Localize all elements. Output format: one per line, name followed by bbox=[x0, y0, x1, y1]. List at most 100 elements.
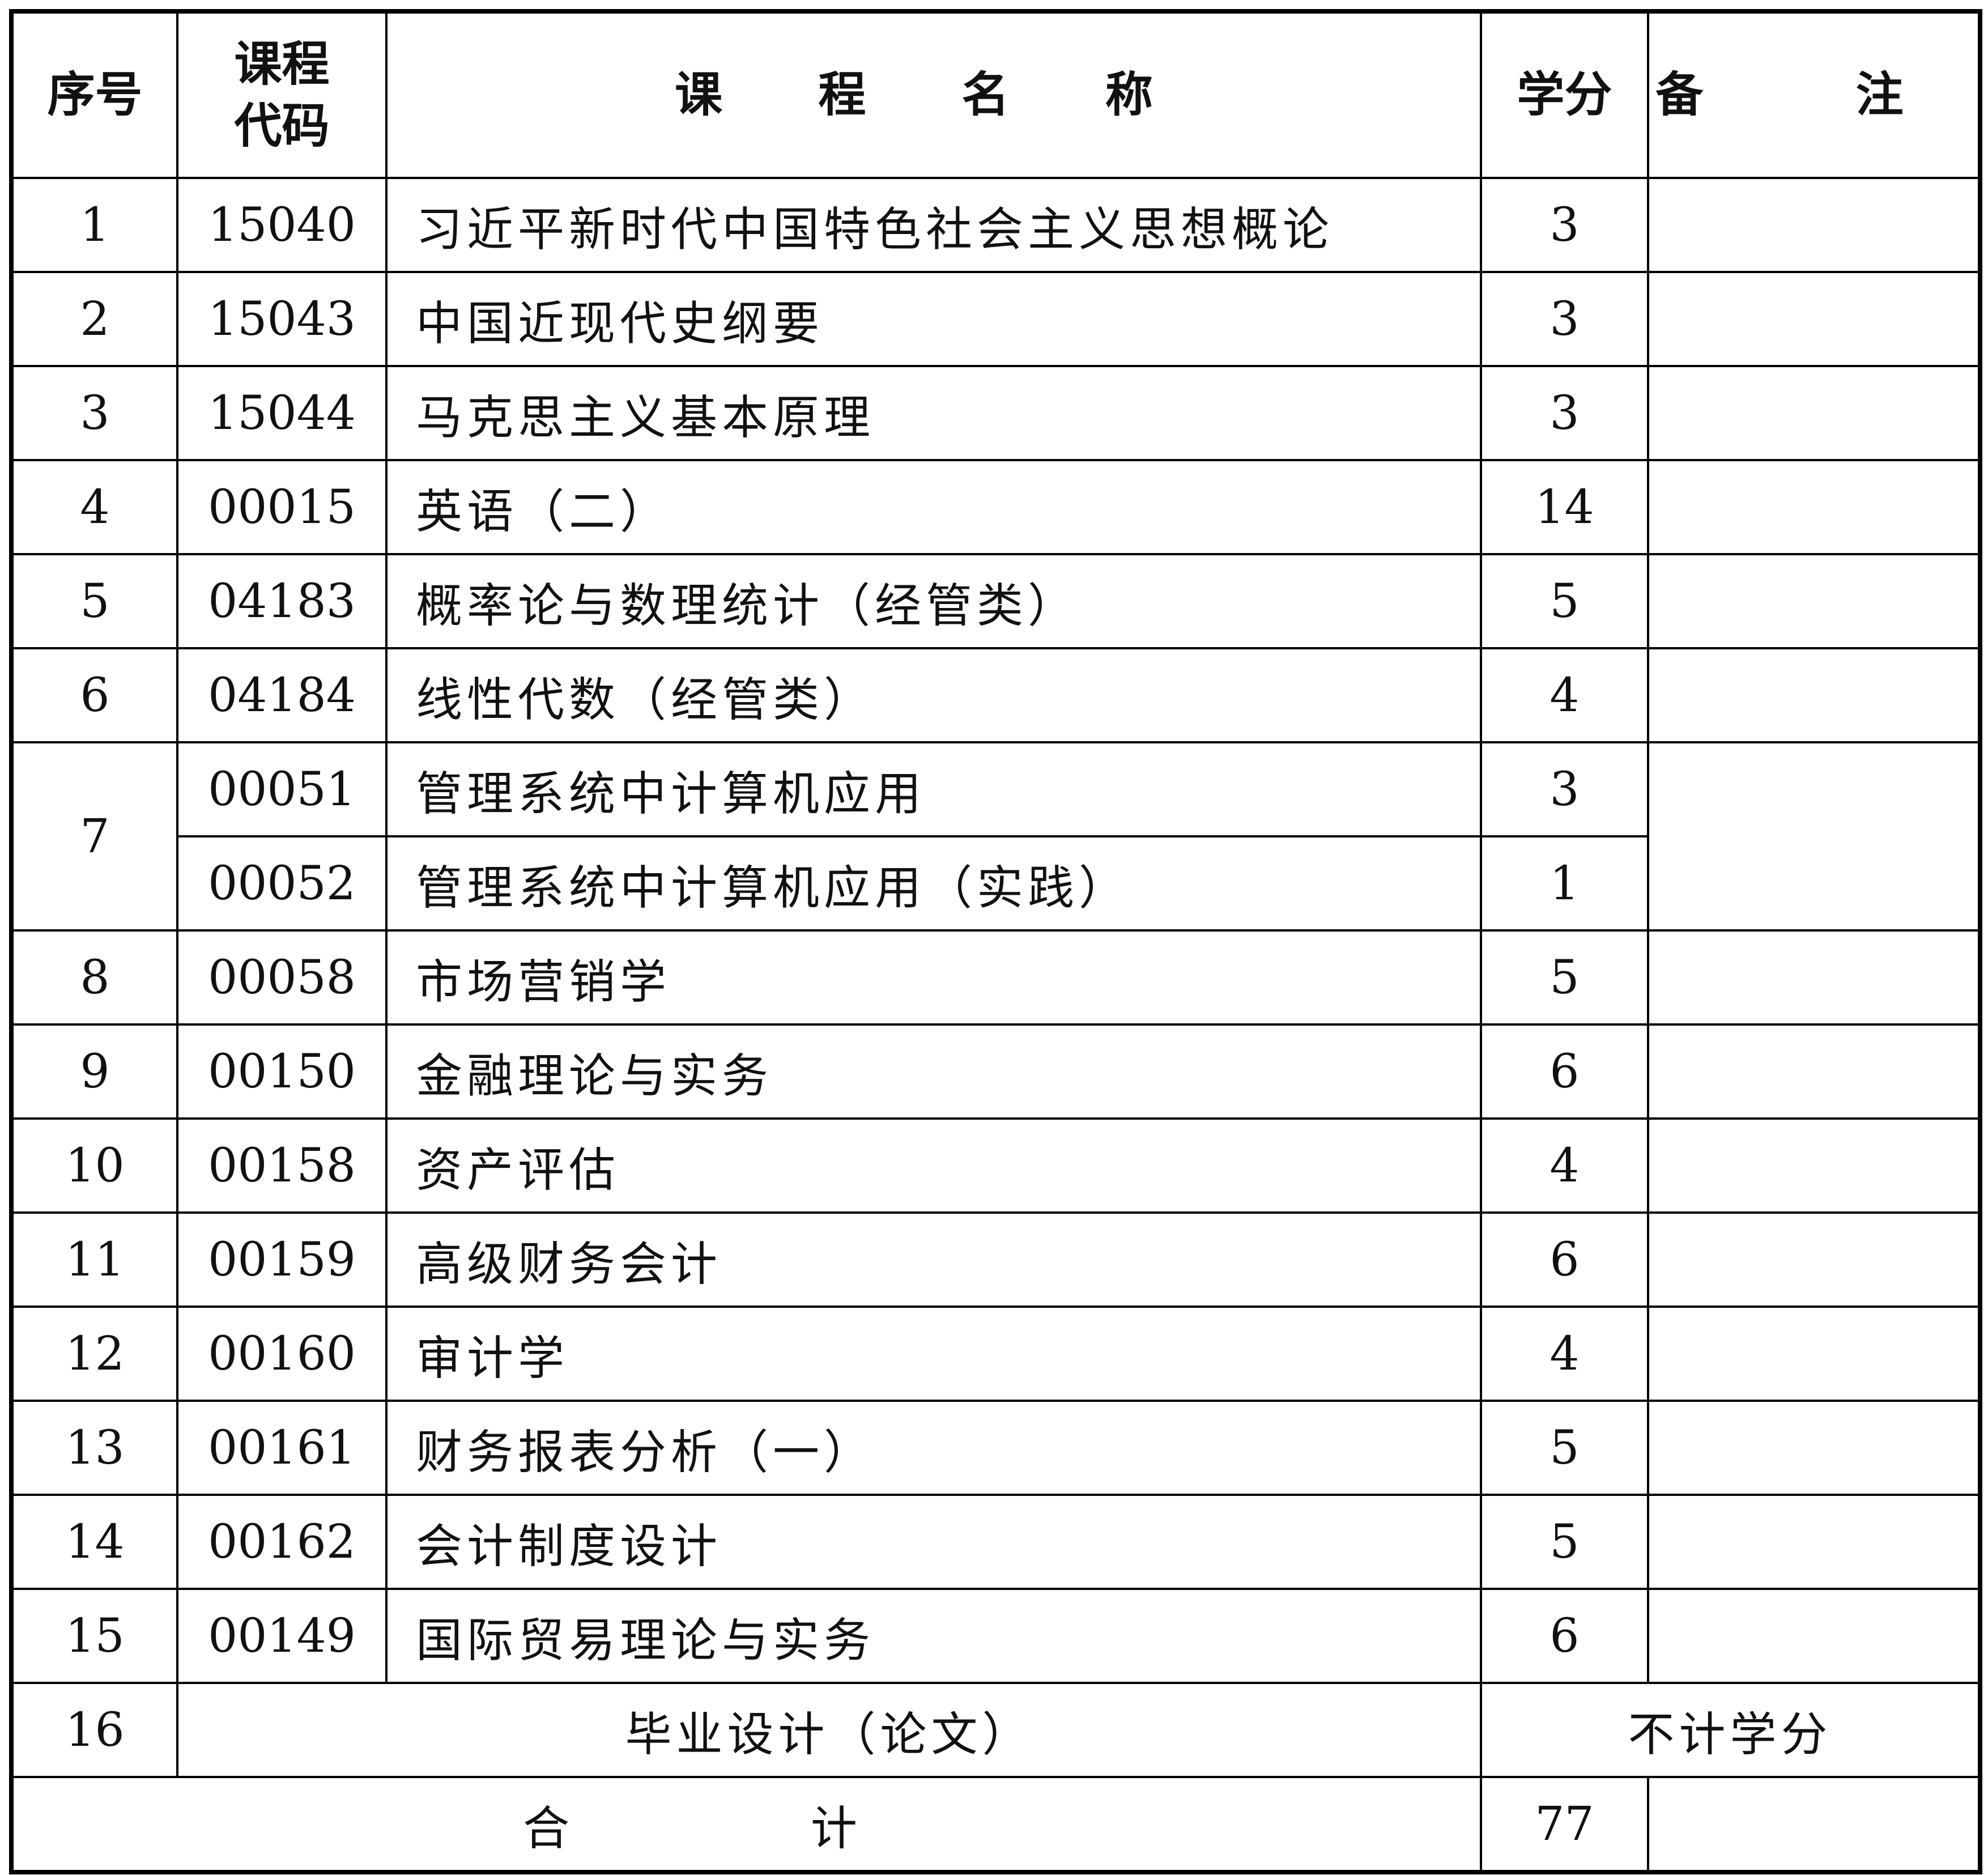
remark-cell bbox=[1647, 271, 1981, 367]
seq-cell: 1 bbox=[10, 177, 178, 273]
code-cell: 04183 bbox=[176, 553, 388, 649]
header-remark: 备 注 bbox=[1647, 10, 1981, 179]
table-row: 3 15044 马克思主义基本原理 3 bbox=[10, 365, 1981, 461]
table-row: 2 15043 中国近现代史纲要 3 bbox=[10, 271, 1981, 367]
seq-cell: 4 bbox=[10, 459, 178, 555]
seq-cell: 14 bbox=[10, 1494, 178, 1590]
credit-cell: 6 bbox=[1480, 1023, 1649, 1120]
seq-cell: 6 bbox=[10, 647, 178, 743]
credit-cell: 5 bbox=[1480, 553, 1649, 649]
code-cell: 00051 bbox=[176, 741, 388, 837]
credit-cell: 5 bbox=[1480, 929, 1649, 1026]
code-cell: 00150 bbox=[176, 1023, 388, 1120]
code-cell: 00149 bbox=[176, 1588, 388, 1684]
seq-cell: 2 bbox=[10, 271, 178, 367]
seq-cell: 12 bbox=[10, 1306, 178, 1402]
course-name-cell: 市场营销学 bbox=[385, 929, 1482, 1026]
seq-cell: 9 bbox=[10, 1023, 178, 1120]
credit-cell: 5 bbox=[1480, 1494, 1649, 1590]
code-cell: 04184 bbox=[176, 647, 388, 743]
credit-cell: 3 bbox=[1480, 741, 1649, 837]
course-name-cell: 习近平新时代中国特色社会主义思想概论 bbox=[385, 177, 1482, 273]
course-name-cell: 概率论与数理统计（经管类） bbox=[385, 553, 1482, 649]
table-row: 4 00015 英语（二） 14 bbox=[10, 459, 1981, 555]
course-name-cell: 管理系统中计算机应用（实践） bbox=[385, 835, 1482, 932]
remark-cell bbox=[1647, 1023, 1981, 1120]
remark-cell bbox=[1647, 459, 1981, 555]
thesis-row: 16 毕业设计（论文） 不计学分 bbox=[10, 1682, 1981, 1778]
seq-cell: 10 bbox=[10, 1117, 178, 1214]
table-row: 9 00150 金融理论与实务 6 bbox=[10, 1023, 1981, 1120]
remark-cell bbox=[1647, 1211, 1981, 1308]
code-cell: 00161 bbox=[176, 1400, 388, 1496]
seq-cell: 7 bbox=[10, 741, 178, 932]
seq-cell: 15 bbox=[10, 1588, 178, 1684]
remark-cell bbox=[1647, 553, 1981, 649]
code-cell: 00058 bbox=[176, 929, 388, 1026]
remark-cell bbox=[1647, 177, 1981, 273]
remark-cell bbox=[1647, 929, 1981, 1026]
remark-cell bbox=[1647, 1400, 1981, 1496]
code-cell: 00162 bbox=[176, 1494, 388, 1590]
course-name-cell: 线性代数（经管类） bbox=[385, 647, 1482, 743]
seq-cell: 3 bbox=[10, 365, 178, 461]
credit-cell: 4 bbox=[1480, 1117, 1649, 1214]
table-row: 14 00162 会计制度设计 5 bbox=[10, 1494, 1981, 1590]
remark-cell bbox=[1647, 1494, 1981, 1590]
credit-cell: 4 bbox=[1480, 1306, 1649, 1402]
code-cell: 00160 bbox=[176, 1306, 388, 1402]
header-name: 课 程 名 称 bbox=[385, 10, 1482, 179]
table-row: 10 00158 资产评估 4 bbox=[10, 1117, 1981, 1214]
remark-cell bbox=[1647, 1588, 1981, 1684]
course-name-cell: 高级财务会计 bbox=[385, 1211, 1482, 1308]
header-code: 课程 代码 bbox=[176, 10, 388, 179]
credit-cell: 6 bbox=[1480, 1211, 1649, 1308]
total-label: 合 计 bbox=[10, 1776, 1482, 1873]
remark-cell bbox=[1647, 365, 1981, 461]
course-name-cell: 管理系统中计算机应用 bbox=[385, 741, 1482, 837]
table-row: 7 00051 管理系统中计算机应用 3 bbox=[10, 741, 1981, 932]
course-name-cell: 会计制度设计 bbox=[385, 1494, 1482, 1590]
course-name-cell: 财务报表分析（一） bbox=[385, 1400, 1482, 1496]
header-credit: 学分 bbox=[1480, 10, 1649, 179]
credit-cell: 4 bbox=[1480, 647, 1649, 743]
table-row: 1 15040 习近平新时代中国特色社会主义思想概论 3 bbox=[10, 177, 1981, 273]
table-row: 6 04184 线性代数（经管类） 4 bbox=[10, 647, 1981, 743]
table-row: 15 00149 国际贸易理论与实务 6 bbox=[10, 1588, 1981, 1684]
table-row: 8 00058 市场营销学 5 bbox=[10, 929, 1981, 1026]
credit-cell: 6 bbox=[1480, 1588, 1649, 1684]
table-row: 11 00159 高级财务会计 6 bbox=[10, 1211, 1981, 1308]
remark-cell bbox=[1647, 1117, 1981, 1214]
credit-cell: 5 bbox=[1480, 1400, 1649, 1496]
credit-cell: 1 bbox=[1480, 835, 1649, 932]
credit-cell: 3 bbox=[1480, 177, 1649, 273]
course-name-cell: 中国近现代史纲要 bbox=[385, 271, 1482, 367]
course-name-cell: 资产评估 bbox=[385, 1117, 1482, 1214]
course-name-cell: 审计学 bbox=[385, 1306, 1482, 1402]
total-credit: 77 bbox=[1480, 1776, 1649, 1873]
seq-cell: 5 bbox=[10, 553, 178, 649]
total-remark bbox=[1647, 1776, 1981, 1873]
code-cell: 15040 bbox=[176, 177, 388, 273]
header-seq: 序号 bbox=[10, 10, 178, 179]
code-cell: 00015 bbox=[176, 459, 388, 555]
course-name-cell: 金融理论与实务 bbox=[385, 1023, 1482, 1120]
table-row: 00052 管理系统中计算机应用（实践） 1 bbox=[11, 835, 1980, 932]
seq-cell: 13 bbox=[10, 1400, 178, 1496]
thesis-seq: 16 bbox=[10, 1682, 178, 1778]
credit-cell: 3 bbox=[1480, 271, 1649, 367]
course-table: 序号 课程 代码 课 程 名 称 学分 备 注 1 15040 习近平新时代中国特色社… bbox=[9, 9, 1982, 1874]
course-name-cell: 国际贸易理论与实务 bbox=[385, 1588, 1482, 1684]
seq-cell: 8 bbox=[10, 929, 178, 1026]
code-cell: 00052 bbox=[176, 835, 388, 932]
code-cell: 15044 bbox=[176, 365, 388, 461]
remark-cell bbox=[1647, 1306, 1981, 1402]
total-row: 合 计 77 bbox=[10, 1776, 1981, 1873]
seq-cell: 11 bbox=[10, 1211, 178, 1308]
header-row: 序号 课程 代码 课 程 名 称 学分 备 注 bbox=[10, 10, 1981, 179]
table-row: 12 00160 审计学 4 bbox=[10, 1306, 1981, 1402]
code-cell: 00159 bbox=[176, 1211, 388, 1308]
table-row: 5 04183 概率论与数理统计（经管类） 5 bbox=[10, 553, 1981, 649]
code-cell: 15043 bbox=[176, 271, 388, 367]
course-name-cell: 马克思主义基本原理 bbox=[385, 365, 1482, 461]
